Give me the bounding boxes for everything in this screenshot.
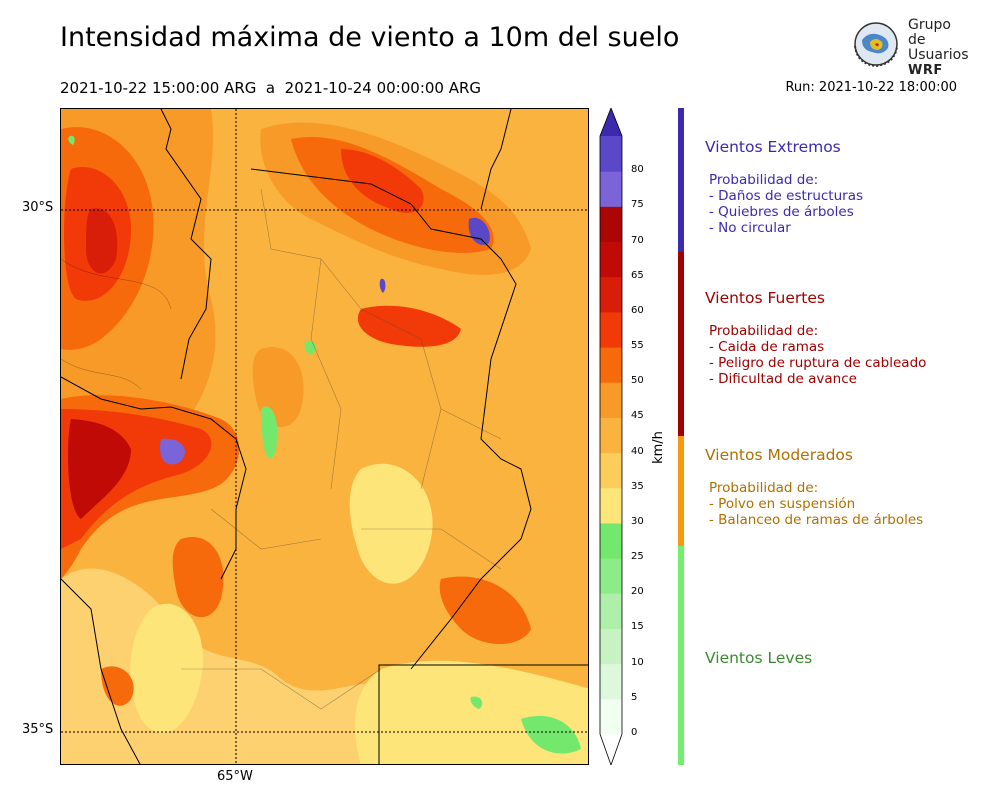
category-line: - No circular bbox=[709, 220, 791, 236]
colorbar-extend-bottom bbox=[600, 734, 622, 765]
colorbar-tick-label: 40 bbox=[631, 445, 644, 457]
colorbar-segment bbox=[600, 417, 622, 454]
colorbar-tick-label: 55 bbox=[631, 340, 644, 352]
colorbar-tick-label: 15 bbox=[631, 621, 644, 633]
category-moderados: Vientos Moderados Probabilidad de: - Pol… bbox=[705, 446, 923, 528]
colorbar-segment bbox=[600, 206, 622, 243]
category-title: Vientos Extremos bbox=[705, 138, 841, 156]
band-leves bbox=[678, 546, 684, 765]
colorbar-segment bbox=[600, 311, 622, 348]
colorbar-tick-label: 70 bbox=[631, 234, 644, 246]
category-line: - Caida de ramas bbox=[709, 339, 825, 355]
colorbar-segment bbox=[600, 382, 622, 418]
category-line: - Balanceo de ramas de árboles bbox=[709, 512, 924, 528]
colorbar-tick-label: 20 bbox=[631, 586, 644, 598]
wind-field bbox=[61, 109, 588, 764]
colorbar-segment bbox=[600, 663, 622, 700]
colorbar-segment bbox=[600, 593, 622, 629]
category-line: Probabilidad de: bbox=[709, 480, 819, 496]
colorbar-tick-label: 35 bbox=[631, 480, 644, 492]
category-line: - Quiebres de árboles bbox=[709, 204, 854, 220]
lat-label-30s: 30°S bbox=[22, 200, 54, 215]
colorbar-tick-label: 50 bbox=[631, 375, 644, 387]
colorbar-tick-label: 30 bbox=[631, 515, 644, 527]
grupo-wrf-logo: Grupo de Usuarios WRF bbox=[848, 16, 970, 78]
colorbar-segment bbox=[600, 241, 622, 278]
colorbar-segment bbox=[600, 276, 622, 313]
colorbar-tick-label: 75 bbox=[631, 199, 644, 211]
colorbar-tick-label: 5 bbox=[631, 691, 638, 703]
wind-map bbox=[60, 108, 589, 765]
colorbar-extend-top bbox=[600, 108, 622, 136]
colorbar-segment bbox=[600, 522, 622, 559]
colorbar-segment bbox=[600, 698, 622, 735]
colorbar-tick-label: 60 bbox=[631, 304, 644, 316]
page-title: Intensidad máxima de viento a 10m del su… bbox=[60, 22, 680, 53]
logo-line-1: Grupo de bbox=[908, 17, 951, 48]
colorbar-segment bbox=[600, 558, 622, 594]
colorbar-outline bbox=[599, 108, 623, 765]
category-line: Probabilidad de: bbox=[709, 323, 819, 339]
category-line: Probabilidad de: bbox=[709, 172, 819, 188]
run-time: Run: 2021-10-22 18:00:00 bbox=[785, 80, 957, 95]
colorbar-segment bbox=[600, 628, 622, 665]
colorbar-segment bbox=[600, 452, 622, 489]
colorbar-tick-label: 45 bbox=[631, 410, 644, 422]
colorbar-unit-label: km/h bbox=[650, 431, 666, 464]
category-title: Vientos Moderados bbox=[705, 446, 853, 464]
category-leves: Vientos Leves bbox=[705, 649, 812, 667]
band-extremos bbox=[678, 108, 684, 252]
band-moderados bbox=[678, 436, 684, 546]
category-title: Vientos Leves bbox=[705, 649, 813, 667]
band-fuertes bbox=[678, 252, 684, 436]
forecast-period: 2021-10-22 15:00:00 ARG a 2021-10-24 00:… bbox=[60, 79, 482, 97]
colorbar-segment bbox=[600, 171, 622, 207]
colorbar-tick-label: 65 bbox=[631, 269, 644, 281]
category-extremos: Vientos Extremos Probabilidad de: - Daño… bbox=[705, 138, 863, 236]
category-line: - Polvo en suspensión bbox=[709, 496, 856, 512]
category-line: - Dificultad de avance bbox=[709, 371, 857, 387]
colorbar bbox=[599, 108, 623, 765]
category-line: - Daños de estructuras bbox=[709, 188, 864, 204]
colorbar-tick-label: 10 bbox=[631, 656, 644, 668]
colorbar-segment bbox=[600, 136, 622, 172]
colorbar-segment bbox=[600, 487, 622, 524]
colorbar-tick-label: 80 bbox=[631, 164, 644, 176]
lat-label-35s: 35°S bbox=[22, 722, 54, 737]
colorbar-segment bbox=[600, 347, 622, 383]
colorbar-tick-label: 0 bbox=[631, 727, 638, 738]
colorbar-tick-label: 25 bbox=[631, 551, 644, 563]
globe-icon bbox=[854, 22, 898, 68]
category-line: - Peligro de ruptura de cableado bbox=[709, 355, 927, 371]
logo-line-2: Usuarios bbox=[908, 47, 969, 63]
lon-label-65w: 65°W bbox=[217, 769, 253, 784]
category-title: Vientos Fuertes bbox=[705, 289, 825, 307]
category-fuertes: Vientos Fuertes Probabilidad de: - Caida… bbox=[705, 289, 926, 387]
logo-line-3: WRF bbox=[908, 63, 943, 78]
